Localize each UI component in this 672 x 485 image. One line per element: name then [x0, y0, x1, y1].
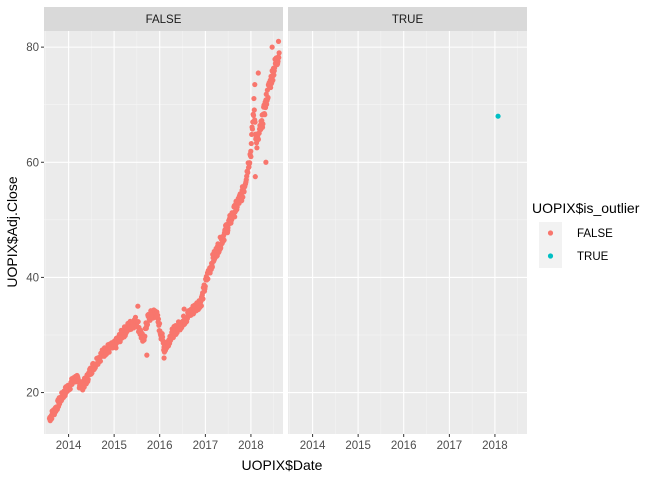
series-true	[495, 113, 501, 119]
data-point	[254, 145, 260, 151]
data-point	[255, 70, 261, 76]
legend: UOPIX$is_outlier FALSE TRUE	[532, 200, 640, 268]
facet-panel-true: TRUE	[288, 7, 527, 434]
data-point	[248, 148, 254, 154]
x-axis-title: UOPIX$Date	[242, 457, 323, 473]
legend-title: UOPIX$is_outlier	[532, 200, 640, 216]
y-tick-label: 60	[26, 157, 39, 169]
data-point	[135, 319, 141, 325]
data-point	[270, 77, 276, 83]
data-point	[156, 320, 163, 327]
y-tick-label: 40	[26, 272, 39, 284]
data-point	[106, 349, 112, 355]
data-point	[202, 283, 208, 289]
data-point	[144, 321, 151, 328]
data-point	[135, 303, 141, 309]
data-point	[276, 50, 282, 56]
facet-panel-false: FALSE	[44, 7, 283, 434]
data-point	[251, 95, 257, 102]
data-point	[85, 376, 91, 382]
data-point	[240, 194, 246, 200]
data-point	[97, 358, 104, 364]
data-point	[198, 303, 204, 309]
panel-background	[288, 31, 527, 434]
data-point	[144, 352, 150, 358]
data-point	[263, 159, 269, 165]
data-point	[142, 333, 148, 339]
data-point	[205, 276, 211, 282]
x-tick-label: 2018	[238, 440, 264, 452]
data-point	[241, 189, 247, 195]
data-point	[275, 38, 282, 44]
legend-entry-false: FALSE	[539, 222, 613, 245]
data-point	[209, 264, 215, 270]
data-point	[232, 214, 238, 220]
data-point	[161, 355, 167, 361]
data-point	[247, 160, 253, 166]
data-point	[495, 113, 501, 119]
facet-strip	[288, 7, 527, 31]
data-point	[271, 72, 277, 78]
data-point	[113, 345, 119, 351]
legend-key-point	[547, 253, 554, 259]
data-point	[269, 44, 275, 50]
x-tick-label: 2016	[391, 440, 417, 452]
facet-strip-label: FALSE	[146, 14, 182, 26]
data-point	[245, 169, 251, 176]
data-point	[249, 131, 255, 138]
data-point	[249, 126, 256, 132]
data-point	[181, 306, 187, 312]
data-point	[252, 174, 258, 180]
data-point	[260, 121, 266, 127]
data-point	[132, 314, 139, 320]
x-tick-label: 2014	[300, 440, 326, 452]
data-point	[276, 55, 282, 61]
legend-entry-true: TRUE	[539, 245, 609, 268]
data-point	[49, 416, 55, 422]
data-point	[255, 136, 262, 142]
data-point	[250, 112, 257, 119]
data-point	[252, 81, 258, 88]
x-tick-label: 2018	[482, 440, 508, 452]
data-point	[155, 316, 162, 322]
legend-key-point	[547, 230, 554, 236]
data-point	[159, 334, 166, 340]
panel-background	[44, 31, 283, 434]
x-tick-label: 2016	[147, 440, 173, 452]
facet-strip-label: TRUE	[392, 14, 424, 26]
data-point	[268, 84, 274, 91]
x-tick-label: 2015	[345, 440, 371, 452]
x-tick-label: 2014	[56, 440, 82, 452]
data-point	[221, 237, 227, 243]
y-tick-label: 80	[26, 42, 39, 54]
y-axis-title: UOPIX$Adj.Close	[4, 176, 20, 287]
x-tick-label: 2017	[437, 440, 463, 452]
legend-entry-label: FALSE	[577, 228, 613, 240]
data-point	[67, 386, 73, 392]
data-point	[265, 94, 271, 101]
data-point	[251, 107, 257, 113]
data-point	[200, 296, 206, 302]
x-tick-label: 2017	[193, 440, 219, 452]
series-false	[46, 38, 282, 424]
data-point	[248, 154, 254, 160]
data-point	[248, 140, 254, 147]
y-tick-label: 20	[26, 388, 39, 400]
data-point	[252, 119, 258, 125]
facet-strip	[44, 7, 283, 31]
x-tick-label: 2015	[101, 440, 127, 452]
legend-entry-label: TRUE	[577, 251, 609, 263]
data-point	[262, 112, 268, 118]
